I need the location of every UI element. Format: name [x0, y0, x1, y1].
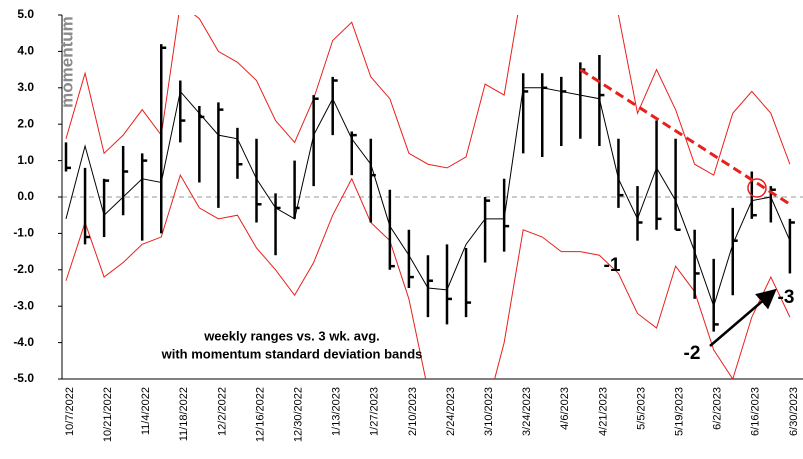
plot-area: 5.0 4.0 3.0 2.0 1.0 0.0 -1.0 -2.0 -3.0 -4.0 -5.0 10…: [13, 7, 803, 442]
x-tick-label: 10/7/2022: [64, 387, 76, 436]
y-tick-label: 1.0: [17, 153, 34, 167]
x-tick-label: 12/30/2022: [293, 387, 305, 442]
band-line: [65, 173, 791, 379]
x-tick-label: 1/27/2023: [369, 387, 381, 436]
x-tick-label: 4/6/2023: [559, 387, 571, 430]
highlight-circle: [747, 178, 767, 198]
y-tick-label: -3.0: [13, 298, 34, 312]
x-tick-label: 6/2/2023: [712, 387, 724, 430]
x-tick-label: 11/18/2022: [178, 387, 190, 441]
arrow: [709, 288, 777, 347]
x-tick-label: 2/10/2023: [407, 387, 419, 436]
x-tick-label: 10/21/2022: [102, 387, 114, 442]
series-group: [64, 15, 795, 379]
annotation: weekly ranges vs. 3 wk. avg.: [203, 328, 380, 343]
x-tick-label: 5/19/2023: [674, 387, 686, 436]
x-tick-label: 3/24/2023: [521, 387, 533, 436]
y-tick-label: 2.0: [17, 116, 34, 130]
wave-label: -3: [778, 287, 795, 308]
y-tick-label: -5.0: [13, 371, 34, 385]
x-tick-label: 11/4/2022: [140, 387, 152, 435]
x-tick-label: 3/10/2023: [483, 387, 495, 436]
y-axis-label: momentum: [57, 16, 76, 108]
y-tick-label: 5.0: [17, 7, 34, 21]
wave-label: -2: [684, 343, 701, 364]
y-tick-label: 3.0: [17, 80, 34, 94]
annotation: with momentum standard deviation bands: [161, 346, 423, 361]
y-tick-label: -4.0: [13, 335, 34, 349]
x-tick-label: 6/16/2023: [750, 387, 762, 436]
y-tick-label: 0.0: [17, 189, 34, 203]
x-tick-label: 12/16/2022: [254, 387, 266, 442]
x-tick-label: 6/30/2023: [788, 387, 800, 436]
x-tick-label: 4/21/2023: [597, 387, 609, 436]
band-line: [65, 15, 791, 176]
y-tick-label: -2.0: [13, 262, 34, 276]
y-tick-label: -1.0: [13, 226, 34, 240]
x-tick-label: 2/24/2023: [445, 387, 457, 436]
trend-line: [579, 68, 791, 206]
y-tick-label: 4.0: [17, 44, 34, 58]
x-tick-label: 5/5/2023: [635, 387, 647, 430]
wave-label: -1: [604, 255, 621, 276]
x-tick-label: 12/2/2022: [216, 387, 228, 436]
x-tick-label: 1/13/2023: [331, 387, 343, 436]
